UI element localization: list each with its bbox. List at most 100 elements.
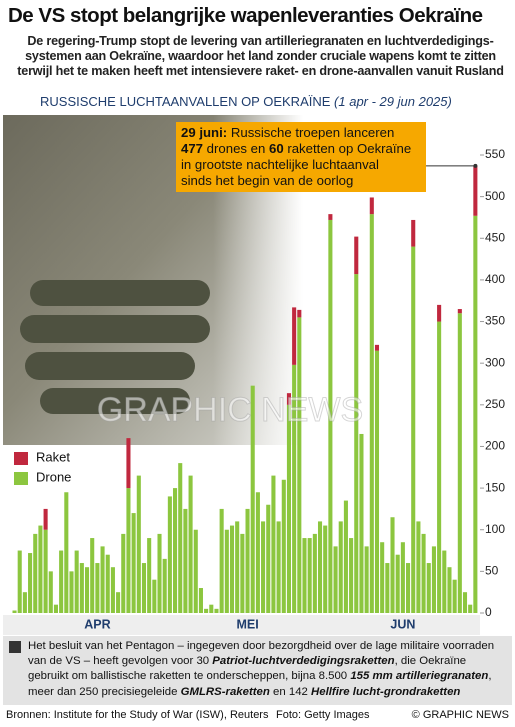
brand: © GRAPHIC NEWS: [411, 709, 509, 721]
bar-segment: [162, 558, 167, 613]
x-tick-label: APR: [84, 617, 110, 631]
bar-segment: [147, 538, 152, 613]
bar-segment: [198, 588, 203, 613]
bar-segment: [328, 219, 333, 613]
y-tick-label: 50: [485, 564, 499, 578]
y-tick-label: 150: [485, 480, 505, 494]
bar-segment: [395, 554, 400, 613]
bar-segment: [126, 438, 131, 489]
annotation-text: in grootste nachtelijke luchtaanval: [181, 157, 379, 172]
bar-segment: [271, 475, 276, 613]
bar-segment: [209, 604, 214, 613]
bar-segment: [79, 563, 84, 613]
bar-segment: [214, 608, 219, 613]
bar-segment: [431, 546, 436, 613]
bar-segment: [447, 567, 452, 613]
bar-segment: [105, 554, 110, 613]
bar-segment: [110, 567, 115, 613]
title: De VS stopt belangrijke wapenleveranties…: [8, 4, 483, 27]
bar-segment: [131, 513, 136, 613]
photo-credit: Foto: Getty Images: [276, 709, 370, 721]
bar-segment: [437, 321, 442, 613]
bar-segment: [297, 317, 302, 613]
bar-segment: [74, 550, 79, 613]
bar-segment: [33, 533, 38, 613]
bar-segment: [292, 364, 297, 613]
bar-segment: [323, 525, 328, 613]
bar-segment: [141, 563, 147, 613]
x-tick-label: MEI: [236, 617, 258, 631]
bar-segment: [292, 307, 297, 365]
x-tick-label: JUN: [390, 617, 415, 631]
note-box: [3, 636, 512, 705]
bar-segment: [261, 521, 266, 613]
annotation-text: drones en: [203, 141, 269, 156]
bar-segment: [116, 592, 121, 613]
bar-segment: [152, 579, 157, 613]
bar-segment: [302, 538, 307, 613]
annotation-dot: [473, 163, 478, 168]
bar-segment: [64, 492, 69, 613]
chart-subtitle: (1 apr - 29 jun 2025): [334, 94, 452, 109]
bar-segment: [317, 521, 323, 613]
note-text: Het besluit van het Pentagon – ingegeven…: [28, 640, 495, 668]
bar-segment: [374, 344, 380, 351]
watermark: GRAPHIC NEWS: [97, 391, 363, 429]
legend-swatch: [14, 452, 28, 465]
annotation-text: raketten op Oekraïne: [283, 141, 412, 156]
bar-segment: [416, 521, 421, 613]
bar-segment: [59, 550, 64, 613]
bar-segment: [43, 508, 48, 530]
sources: Bronnen: Institute for the Study of War …: [6, 709, 269, 721]
bar-segment: [286, 404, 291, 613]
bar-segment: [12, 610, 17, 613]
bar-segment: [224, 529, 229, 613]
bar-segment: [442, 550, 447, 613]
annotation-text: sinds het begin van de oorlog: [181, 173, 354, 188]
annotation: 29 juni: Russische troepen lanceren 477 …: [176, 122, 426, 192]
bar-segment: [173, 488, 178, 613]
bar-segment: [245, 508, 250, 613]
chart: GRAPHIC NEWS 0 50 100 150 200 250 300 350 400 450…: [3, 115, 505, 635]
bar-segment: [53, 604, 58, 613]
bar-segment: [411, 219, 416, 247]
bar-segment: [457, 309, 462, 314]
bar-segment: [473, 215, 478, 613]
chart-title: RUSSISCHE LUCHTAANVALLEN OP OEKRAÏNE: [40, 94, 331, 109]
bar-segment: [343, 500, 348, 613]
annotation-number: 477: [181, 141, 204, 156]
legend-label: Drone: [36, 469, 71, 484]
bar-segment: [276, 521, 281, 613]
bar-segment: [333, 546, 338, 613]
note-emphasis: Hellfire lucht-grondraketten: [311, 685, 461, 698]
bar-segment: [281, 479, 286, 613]
bar-segment: [178, 463, 183, 613]
note: Het besluit van het Pentagon – ingegeven…: [28, 639, 508, 700]
bar-segment: [307, 538, 312, 613]
bar-segment: [28, 553, 33, 613]
bar-segment: [167, 496, 172, 613]
bar-segment: [48, 571, 53, 613]
y-tick-label: 300: [485, 355, 505, 369]
bar-segment: [369, 197, 374, 215]
bar-segment: [95, 563, 100, 613]
annotation-number: 60: [269, 141, 284, 156]
bar-segment: [406, 563, 411, 613]
bar-segment: [400, 542, 405, 613]
annotation-text: Russische troepen lanceren: [227, 125, 395, 140]
note-icon: [9, 641, 21, 653]
bar-segment: [369, 214, 374, 613]
bar-segment: [312, 533, 317, 613]
bar-segment: [121, 533, 126, 613]
bar-segment: [43, 529, 48, 613]
bar-segment: [364, 546, 369, 613]
bar-segment: [235, 521, 240, 613]
bar-segment: [22, 592, 27, 613]
bar-segment: [183, 508, 188, 613]
y-tick-label: 350: [485, 314, 505, 328]
bar-segment: [84, 567, 90, 613]
note-emphasis: GMLRS-raketten: [180, 685, 270, 698]
note-emphasis: Patriot-luchtverdedigingsraketten: [212, 655, 395, 668]
bar-segment: [38, 525, 43, 613]
